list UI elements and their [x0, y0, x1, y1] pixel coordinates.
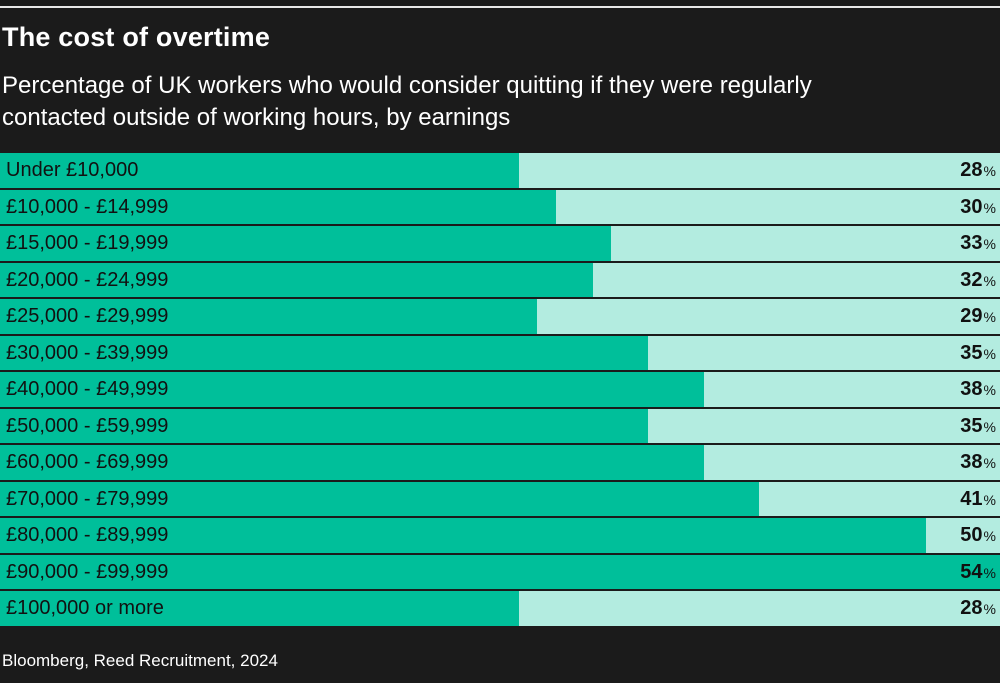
value-label: 32%: [960, 263, 996, 300]
category-label: £30,000 - £39,999: [6, 341, 169, 364]
value-number: 33: [960, 232, 983, 254]
category-label: £60,000 - £69,999: [6, 451, 169, 473]
bar: [0, 262, 593, 297]
value-label: 29%: [960, 299, 996, 336]
value-unit: %: [983, 564, 996, 581]
bar-row: £50,000 - £59,999 35%: [0, 408, 1000, 446]
value-unit: %: [983, 418, 996, 435]
value-number: 29: [960, 305, 983, 327]
value-number: 35: [960, 341, 983, 364]
bar: [0, 591, 519, 626]
category-label: £80,000 - £89,999: [6, 524, 169, 546]
bar-row: £90,000 - £99,999 54%: [0, 554, 1000, 592]
value-number: 35: [960, 414, 983, 437]
bar: [0, 226, 612, 261]
value-unit: %: [983, 601, 996, 617]
bar-row: £60,000 - £69,999 38%: [0, 445, 1000, 480]
bar-row: £80,000 - £89,999 50%: [0, 518, 1000, 553]
value-unit: %: [983, 491, 996, 508]
bar: [0, 554, 1000, 589]
value-label: 54%: [960, 555, 996, 592]
value-label: 41%: [960, 482, 996, 519]
source-note: Bloomberg, Reed Recruitment, 2024: [2, 651, 278, 670]
bar-row: £70,000 - £79,999 41%: [0, 481, 1000, 519]
category-label: £100,000 or more: [6, 597, 164, 619]
value-unit: %: [983, 345, 996, 362]
value-label: 28%: [960, 591, 996, 628]
bar-row: £15,000 - £19,999 33%: [0, 226, 1000, 261]
category-label: £40,000 - £49,999: [6, 378, 169, 400]
value-number: 32: [960, 268, 983, 291]
category-label: £90,000 - £99,999: [6, 560, 169, 583]
value-label: 35%: [960, 409, 996, 446]
bar: [0, 481, 760, 516]
top-rule: [0, 6, 1000, 8]
bar-row: £40,000 - £49,999 38%: [0, 372, 1000, 407]
value-unit: %: [983, 528, 996, 544]
value-unit: %: [983, 236, 996, 252]
bar-row: £25,000 - £29,999 29%: [0, 299, 1000, 334]
bar-row: Under £10,000 28%: [0, 153, 1000, 188]
bar-row: £30,000 - £39,999 35%: [0, 335, 1000, 373]
bar: [0, 189, 556, 224]
category-label: £20,000 - £24,999: [6, 268, 169, 291]
value-label: 38%: [960, 445, 996, 482]
value-number: 50: [960, 524, 983, 546]
bar-chart: Under £10,000 28% £10,000 - £14,999 30% £15,…: [0, 153, 1000, 628]
value-number: 41: [960, 487, 983, 510]
category-label: £25,000 - £29,999: [6, 305, 169, 327]
value-label: 30%: [960, 190, 996, 227]
bar: [0, 299, 538, 334]
chart-title: The cost of overtime: [2, 22, 271, 52]
category-label: £15,000 - £19,999: [6, 232, 169, 254]
bar-row: £10,000 - £14,999 30%: [0, 189, 1000, 227]
value-number: 28: [960, 159, 983, 181]
value-label: 33%: [960, 226, 996, 263]
bar: [0, 408, 649, 443]
bar: [0, 335, 649, 370]
bar: [0, 518, 926, 553]
value-label: 38%: [960, 372, 996, 409]
bar: [0, 372, 704, 407]
category-label: £50,000 - £59,999: [6, 414, 169, 437]
category-label: Under £10,000: [6, 159, 139, 181]
value-label: 35%: [960, 336, 996, 373]
value-unit: %: [983, 272, 996, 289]
value-unit: %: [983, 199, 996, 216]
value-number: 54: [960, 560, 983, 583]
bar: [0, 445, 704, 480]
value-number: 38: [960, 378, 983, 400]
value-unit: %: [983, 163, 996, 179]
value-number: 38: [960, 451, 983, 473]
bar-row: £20,000 - £24,999 32%: [0, 262, 1000, 300]
value-label: 28%: [960, 153, 996, 190]
value-number: 30: [960, 195, 983, 218]
bar: [0, 153, 519, 188]
value-unit: %: [983, 309, 996, 325]
chart-subtitle: Percentage of UK workers who would consi…: [2, 72, 812, 131]
value-unit: %: [983, 455, 996, 471]
bar-row: £100,000 or more 28%: [0, 591, 1000, 626]
category-label: £10,000 - £14,999: [6, 195, 169, 218]
value-number: 28: [960, 597, 983, 619]
category-label: £70,000 - £79,999: [6, 487, 169, 510]
value-unit: %: [983, 382, 996, 398]
value-label: 50%: [960, 518, 996, 555]
